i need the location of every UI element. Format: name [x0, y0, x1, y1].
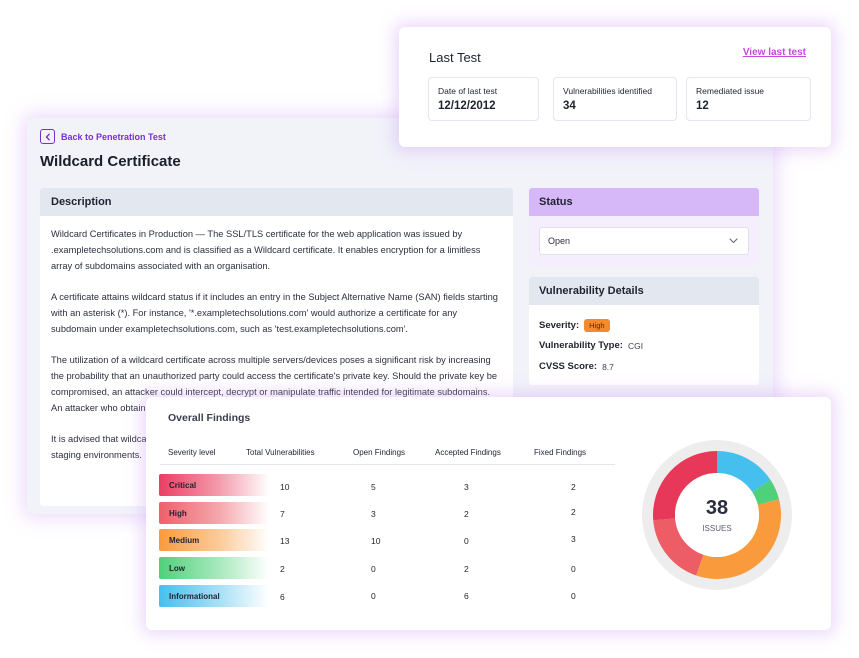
header-divider [160, 464, 615, 465]
stat-vulnerabilities-identified: Vulnerabilities identified 34 [553, 77, 677, 121]
status-selected-value: Open [548, 236, 571, 246]
cell-accepted: 3 [464, 482, 469, 492]
vulnerability-details-header: Vulnerability Details [529, 277, 759, 305]
vulnerability-details-panel: Vulnerability Details Severity: High Vul… [529, 277, 759, 385]
severity-badge: High [584, 319, 610, 332]
vulnerability-type-row: Vulnerability Type: CGI [539, 340, 643, 351]
donut-total: 38 [705, 497, 729, 519]
stat-label: Remediated issue [696, 86, 765, 96]
severity-chip-high: High [159, 502, 269, 524]
view-last-test-link[interactable]: View last test [742, 47, 806, 58]
severity-chip-label: Medium [169, 535, 200, 545]
overall-findings-title: Overall Findings [168, 412, 251, 424]
last-test-card: Last Test View last test Date of last te… [399, 27, 831, 147]
cell-open: 3 [371, 509, 376, 519]
donut-center: 38 ISSUES [634, 432, 800, 598]
cell-total: 10 [280, 482, 290, 492]
cell-open: 0 [371, 564, 376, 574]
stat-value: 12 [696, 100, 709, 112]
chevron-left-icon [40, 129, 55, 144]
severity-chip-medium: Medium [159, 529, 269, 551]
severity-chip-label: Critical [169, 480, 197, 490]
severity-chip-label: High [169, 508, 187, 518]
stat-remediated-issue: Remediated issue 12 [686, 77, 811, 121]
status-header: Status [529, 188, 759, 216]
cell-total: 7 [280, 509, 285, 519]
cell-open: 10 [371, 536, 381, 546]
cell-open: 5 [371, 482, 376, 492]
severity-chip-informational: Informational [159, 585, 269, 607]
cell-fixed: 2 [571, 507, 576, 517]
back-to-penetration-test-link[interactable]: Back to Penetration Test [40, 129, 166, 144]
cell-total: 2 [280, 564, 285, 574]
column-header-open-findings: Open Findings [353, 448, 406, 457]
chevron-down-icon [729, 236, 738, 246]
donut-segment-low [751, 479, 780, 506]
cvss-score-label: CVSS Score: [539, 361, 598, 372]
cell-accepted: 2 [464, 564, 469, 574]
donut-inner-hole [675, 473, 759, 557]
cell-accepted: 2 [464, 509, 469, 519]
severity-row: Severity: High [539, 319, 610, 332]
cell-fixed: 0 [571, 564, 576, 574]
donut-segment-informational [716, 451, 771, 493]
vulnerability-type-value: CGI [627, 340, 644, 351]
donut-segment-critical [653, 451, 718, 521]
severity-chip-label: Low [169, 563, 185, 573]
severity-chip-critical: Critical [159, 474, 269, 496]
column-header-total-vulnerabilities: Total Vulnerabilities [246, 448, 315, 457]
severity-chip-label: Informational [169, 591, 220, 601]
severity-label: Severity: [539, 320, 580, 331]
stat-label: Date of last test [438, 86, 498, 96]
description-paragraph: A certificate attains wildcard status if… [51, 292, 498, 334]
column-header-fixed-findings: Fixed Findings [534, 448, 587, 457]
status-panel: Status Open [529, 188, 759, 266]
column-header-severity-level: Severity level [168, 448, 216, 457]
vulnerability-type-label: Vulnerability Type: [539, 340, 623, 351]
overall-findings-card: Overall Findings Severity level Total Vu… [146, 397, 831, 630]
cell-fixed: 2 [571, 482, 576, 492]
cell-accepted: 6 [464, 591, 469, 601]
donut-svg [642, 440, 792, 590]
cell-total: 13 [280, 536, 290, 546]
cell-total: 6 [280, 592, 285, 602]
severity-chip-low: Low [159, 557, 269, 579]
description-header: Description [40, 188, 513, 216]
cell-open: 0 [371, 591, 376, 601]
cell-fixed: 0 [571, 591, 576, 601]
page-title: Wildcard Certificate [40, 153, 181, 170]
cvss-score-row: CVSS Score: 8.7 [539, 361, 614, 372]
donut-segment-medium [696, 499, 781, 579]
donut-label: ISSUES [702, 524, 732, 533]
last-test-title: Last Test [429, 50, 481, 65]
back-link-label: Back to Penetration Test [61, 131, 166, 142]
cell-accepted: 0 [464, 536, 469, 546]
cell-fixed: 3 [571, 534, 576, 544]
issues-donut-chart: 38 ISSUES [634, 432, 800, 598]
stat-date-of-last-test: Date of last test 12/12/2012 [428, 77, 539, 121]
column-header-accepted-findings: Accepted Findings [435, 448, 501, 457]
description-paragraph: Wildcard Certificates in Production — Th… [51, 229, 481, 271]
stat-value: 12/12/2012 [438, 100, 496, 112]
donut-segment-high [653, 517, 704, 576]
stat-value: 34 [563, 100, 576, 112]
stat-label: Vulnerabilities identified [563, 86, 652, 96]
cvss-score-value: 8.7 [602, 361, 614, 372]
status-dropdown[interactable]: Open [539, 227, 749, 255]
